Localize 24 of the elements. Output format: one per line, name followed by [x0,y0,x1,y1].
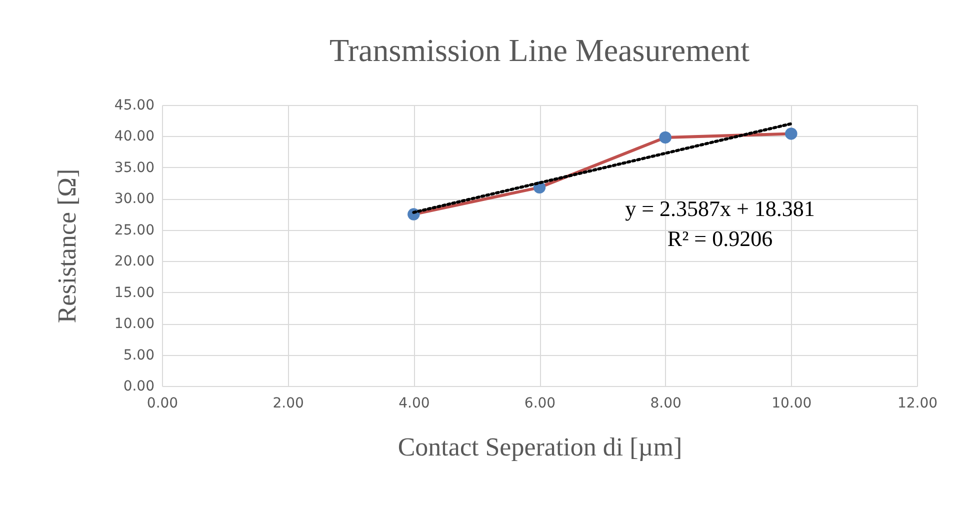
y-tick-label: 10.00 [114,316,154,332]
y-tick-label: 30.00 [114,191,154,208]
y-tick-label: 40.00 [114,128,154,145]
x-tick-label: 10.00 [772,396,812,412]
y-tick-label: 5.00 [123,347,154,364]
x-tick-label: 4.00 [398,396,430,412]
x-axis-title: Contact Seperation di [µm] [398,432,682,462]
y-tick-label: 35.00 [114,160,154,176]
x-tick-label: 0.00 [146,396,178,412]
annotation: y = 2.3587x + 18.381 [625,196,815,221]
y-tick-label: 15.00 [114,284,154,301]
x-tick-label: 12.00 [897,396,938,412]
point [659,131,672,144]
y-axis-title: Resistance [Ω] [52,168,82,324]
chart-title: Transmission Line Measurement [329,32,750,68]
y-tick-label: 45.00 [114,98,154,114]
annotation: R² = 0.9206 [667,226,773,251]
x-tick-label: 6.00 [524,396,556,412]
y-tick-label: 25.00 [114,222,154,238]
x-tick-label: 2.00 [272,396,304,412]
y-tick-label: 20.00 [114,254,154,270]
x-tick-label: 8.00 [650,396,682,412]
point [785,128,798,140]
y-tick-label: 0.00 [123,378,154,394]
